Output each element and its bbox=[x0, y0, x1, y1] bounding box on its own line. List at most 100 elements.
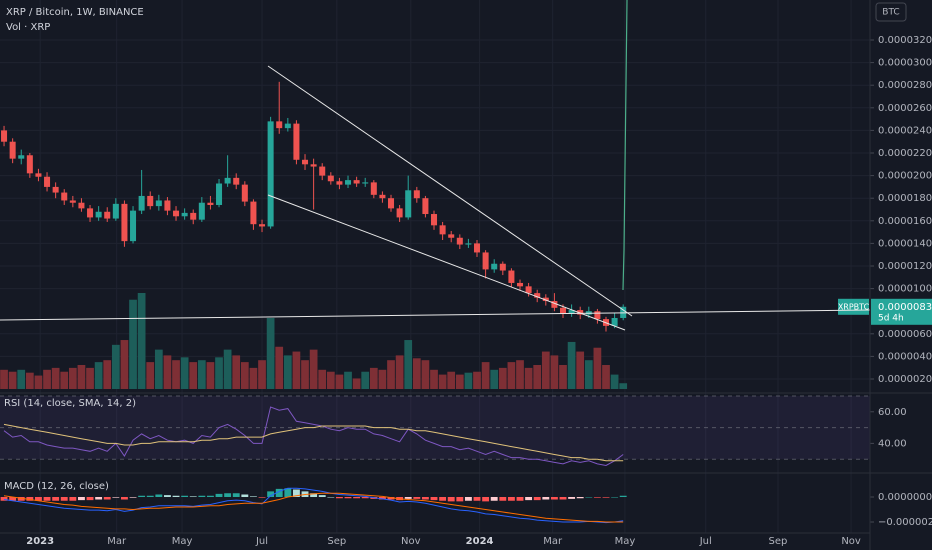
volume-bar bbox=[51, 367, 60, 389]
x-tick-label: 2024 bbox=[466, 536, 494, 547]
candle-body bbox=[233, 177, 240, 185]
macd-histogram-bar bbox=[267, 491, 275, 497]
candle-body bbox=[362, 182, 369, 184]
candle-body bbox=[594, 311, 601, 320]
x-tick-label: Mar bbox=[543, 536, 563, 547]
volume-bar bbox=[610, 374, 619, 389]
candle-body bbox=[439, 225, 446, 235]
candle-body bbox=[388, 198, 395, 209]
macd-histogram-bar bbox=[215, 493, 223, 497]
volume-bar bbox=[258, 360, 266, 389]
volume-bar bbox=[335, 374, 344, 389]
candle-body bbox=[181, 212, 188, 217]
volume-bar bbox=[421, 360, 430, 389]
macd-histogram-bar bbox=[327, 497, 335, 498]
macd-histogram-bar bbox=[482, 497, 490, 502]
trendline[interactable] bbox=[0, 309, 871, 321]
candle-body bbox=[310, 164, 317, 167]
trendline[interactable] bbox=[267, 194, 626, 331]
macd-histogram-bar bbox=[404, 497, 412, 499]
candle-body bbox=[508, 270, 515, 283]
candle-body bbox=[542, 297, 549, 302]
candle-body bbox=[448, 234, 455, 238]
candle-body bbox=[293, 123, 300, 160]
macd-histogram-bar bbox=[95, 497, 103, 500]
currency[interactable]: BTC bbox=[882, 8, 899, 18]
candle-body bbox=[534, 293, 541, 298]
candle-body bbox=[319, 166, 326, 176]
volume-bar bbox=[292, 351, 301, 389]
volume-bar bbox=[576, 351, 585, 389]
macd-histogram-bar bbox=[456, 497, 464, 502]
projection-line[interactable] bbox=[622, 0, 628, 291]
candle-body bbox=[551, 301, 558, 308]
macd-histogram-bar bbox=[361, 497, 369, 499]
candle-body bbox=[379, 194, 386, 199]
volume-title: Vol · XRP bbox=[6, 22, 50, 33]
macd-histogram-bar bbox=[378, 497, 386, 500]
volume-bar bbox=[0, 369, 8, 389]
candle-body bbox=[327, 175, 334, 182]
rsi-title: RSI (14, close, SMA, 14, 2) bbox=[4, 398, 136, 409]
volume-bar bbox=[189, 362, 198, 389]
macd-histogram-bar bbox=[387, 497, 395, 500]
volume-bar bbox=[447, 371, 456, 389]
candle-body bbox=[61, 192, 68, 201]
candle-body bbox=[44, 176, 51, 187]
candle-body bbox=[9, 141, 16, 159]
candle-body bbox=[413, 190, 420, 199]
x-tick-label: Jul bbox=[255, 536, 268, 547]
candle-body bbox=[241, 184, 248, 202]
macd-histogram-bar bbox=[559, 497, 567, 500]
price-tag-label: 0.00000839 bbox=[878, 302, 932, 313]
candle-body bbox=[353, 180, 360, 184]
macd-histogram-bar bbox=[43, 497, 51, 501]
volume-bar bbox=[602, 365, 610, 389]
macd-histogram-bar bbox=[473, 497, 481, 501]
price-tag bbox=[871, 298, 932, 325]
x-tick-label: May bbox=[172, 536, 193, 547]
candle-body bbox=[422, 198, 429, 215]
macd-histogram-bar bbox=[344, 497, 352, 499]
volume-bar bbox=[266, 317, 275, 389]
macd-histogram-bar bbox=[568, 497, 576, 499]
volume-bar bbox=[206, 362, 215, 389]
candle-body bbox=[173, 210, 180, 217]
macd-histogram-bar bbox=[0, 497, 8, 501]
currency-button[interactable] bbox=[875, 2, 907, 22]
macd-histogram-bar bbox=[189, 496, 197, 497]
macd-histogram-bar bbox=[413, 497, 421, 499]
macd-histogram-bar bbox=[335, 497, 343, 499]
trendline[interactable] bbox=[267, 65, 633, 317]
volume-bar bbox=[533, 365, 542, 389]
macd-histogram-bar bbox=[9, 497, 17, 501]
candle-body bbox=[259, 224, 266, 227]
volume-bar bbox=[318, 369, 327, 389]
candle-body bbox=[18, 155, 25, 159]
volume-bar bbox=[223, 349, 232, 389]
volume-bar bbox=[120, 340, 129, 389]
macd-histogram-bar bbox=[146, 495, 154, 497]
candle-body bbox=[431, 214, 438, 226]
candle-body bbox=[155, 200, 162, 207]
macd-histogram-bar bbox=[69, 497, 77, 501]
candle-body bbox=[78, 202, 85, 209]
y-tick-label: 40.00 bbox=[878, 438, 907, 449]
volume-bar bbox=[584, 360, 593, 389]
candle-body bbox=[473, 243, 481, 253]
candle-body bbox=[577, 310, 584, 315]
candle-body bbox=[491, 263, 498, 270]
x-tick-label: 2023 bbox=[26, 536, 54, 547]
candle-body bbox=[499, 263, 506, 271]
candle-body bbox=[370, 182, 377, 195]
macd-histogram-bar bbox=[224, 493, 232, 497]
candle-body bbox=[267, 121, 274, 227]
macd-histogram-bar bbox=[77, 497, 85, 501]
